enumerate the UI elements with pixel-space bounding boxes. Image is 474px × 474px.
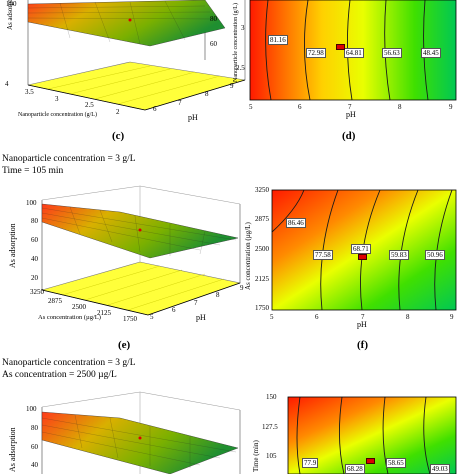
condition-line-3: Nanoparticle concentration = 3 g/L — [2, 358, 136, 368]
zaxis-tick-e-40: 40 — [31, 255, 38, 263]
yaxis-tick-f-1750: 1750 — [255, 304, 269, 312]
contour-label-h-77.9: 77.9 — [302, 458, 319, 468]
xaxis-tick-e-1750: 1750 — [123, 315, 137, 323]
contour-label-f-68.71: 68.71 — [351, 244, 371, 254]
caption-f: (f) — [357, 339, 368, 351]
yaxis-tick-c-6: 6 — [153, 105, 157, 113]
contour-label-d-56.63: 56.63 — [382, 48, 402, 58]
yaxis-tick-e-9: 9 — [240, 284, 244, 292]
xaxis-tick-e-2500: 2500 — [72, 303, 86, 311]
yaxis-tick-h-127.5: 127.5 — [262, 423, 278, 431]
xaxis-tick-c-3.5: 3.5 — [25, 88, 34, 96]
yaxis-tick-c-9: 9 — [230, 82, 234, 90]
center-point-marker-h — [366, 458, 375, 464]
xaxis-label-d: pH — [346, 110, 356, 119]
xaxis-label-c: Nanoparticle concentration (g/L) — [18, 112, 97, 118]
contour-label-f-59.83: 59.83 — [389, 250, 409, 260]
zaxis-tick-e-100: 100 — [26, 199, 37, 207]
yaxis-tick-e-6: 6 — [172, 306, 176, 314]
surface-plot-c — [27, 0, 246, 111]
caption-c: (c) — [112, 130, 125, 142]
xaxis-tick-c-2.5: 2.5 — [85, 101, 94, 109]
condition-line-2: Time = 105 min — [2, 166, 64, 176]
xaxis-tick-f-6: 6 — [315, 313, 319, 321]
zaxis-tick-c-100: 100 — [6, 0, 17, 8]
zaxis-tick-g-40: 40 — [31, 461, 38, 469]
xaxis-tick-f-5: 5 — [270, 313, 274, 321]
yaxis-tick-d-3: 3 — [241, 24, 245, 32]
yaxis-label-e: pH — [196, 313, 206, 322]
surface-mesh — [27, 0, 226, 47]
zaxis-tick-g-80: 80 — [31, 424, 38, 432]
contour-label-h-58.65: 58.65 — [386, 458, 406, 468]
yaxis-label-h: Time (min) — [252, 440, 260, 472]
xaxis-tick-d-6: 6 — [298, 103, 302, 111]
xaxis-tick-f-7: 7 — [361, 313, 365, 321]
xaxis-tick-d-9: 9 — [449, 103, 453, 111]
zaxis-tick-e-60: 60 — [31, 236, 38, 244]
contour-label-h-68.28: 68.28 — [345, 464, 365, 474]
xaxis-tick-f-8: 8 — [406, 313, 410, 321]
yaxis-tick-e-8: 8 — [216, 291, 220, 299]
xaxis-tick-c-2: 2 — [116, 108, 120, 116]
surface-plot-e — [40, 185, 242, 316]
zaxis-tick-c-60: 60 — [210, 40, 217, 48]
yaxis-tick-d-2.5: 2.5 — [236, 64, 245, 72]
yaxis-tick-h-150: 150 — [266, 393, 277, 401]
zaxis-tick-g-100: 100 — [26, 405, 37, 413]
yaxis-tick-e-5: 5 — [150, 313, 154, 321]
yaxis-tick-c-7: 7 — [178, 99, 182, 107]
xaxis-tick-c-4: 4 — [5, 80, 9, 88]
xaxis-label-e: As concentration (µg/L) — [38, 314, 101, 321]
yaxis-tick-f-2125: 2125 — [255, 275, 269, 283]
yaxis-tick-f-2500: 2500 — [255, 245, 269, 253]
yaxis-label-c: pH — [188, 113, 198, 122]
zaxis-tick-e-20: 20 — [31, 274, 38, 282]
yaxis-tick-f-2875: 2875 — [255, 215, 269, 223]
zaxis-tick-e-80: 80 — [31, 217, 38, 225]
zaxis-tick-g-60: 60 — [31, 443, 38, 451]
yaxis-tick-h-105: 105 — [266, 452, 277, 460]
condition-line-4: As concentration = 2500 µg/L — [2, 370, 117, 380]
zaxis-tick-c-80: 80 — [210, 15, 217, 23]
center-point-marker-f — [358, 254, 367, 260]
contour-label-d-72.98: 72.98 — [306, 48, 326, 58]
xaxis-tick-f-9: 9 — [450, 313, 454, 321]
xaxis-tick-e-2125: 2125 — [97, 309, 111, 317]
caption-d: (d) — [342, 130, 356, 142]
condition-line-1: Nanoparticle concentration = 3 g/L — [2, 154, 136, 164]
xaxis-tick-d-8: 8 — [398, 103, 402, 111]
yaxis-tick-f-3250: 3250 — [255, 186, 269, 194]
caption-e: (e) — [118, 339, 131, 351]
xaxis-tick-c-3: 3 — [55, 95, 59, 103]
contour-label-d-81.16: 81.16 — [268, 35, 288, 45]
contour-label-f-86.46: 86.46 — [286, 218, 306, 228]
contour-label-f-50.96: 50.96 — [425, 250, 445, 260]
center-point-marker-d — [336, 44, 345, 50]
contour-label-d-48.45: 48.45 — [421, 48, 441, 58]
xaxis-label-f: pH — [357, 320, 367, 329]
surface-plot-g — [41, 391, 241, 474]
contour-label-f-77.58: 77.58 — [313, 250, 333, 260]
contour-label-d-64.81: 64.81 — [344, 48, 364, 58]
contour-label-h-49.03: 49.03 — [430, 464, 450, 474]
xaxis-tick-e-2875: 2875 — [48, 297, 62, 305]
xaxis-tick-d-5: 5 — [249, 103, 253, 111]
xaxis-tick-d-7: 7 — [348, 103, 352, 111]
yaxis-tick-e-7: 7 — [194, 299, 198, 307]
yaxis-tick-c-8: 8 — [205, 90, 209, 98]
surface-mesh-g — [41, 411, 239, 474]
xaxis-tick-e-3250: 3250 — [30, 288, 44, 296]
zaxis-label-g: As adsorption — [8, 427, 17, 472]
